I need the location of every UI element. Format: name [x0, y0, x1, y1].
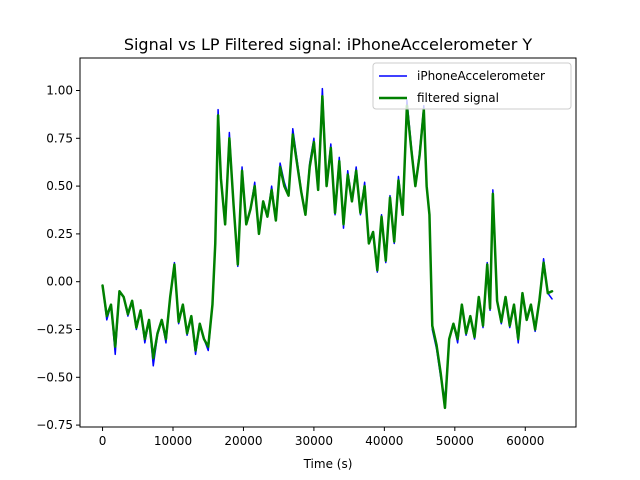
y-tick-label: 0.25 [46, 227, 73, 241]
axes-frame [79, 57, 577, 428]
legend: iPhoneAccelerometer filtered signal [372, 62, 572, 110]
y-tick-label: 0.00 [46, 275, 73, 289]
y-tick-label: 1.00 [46, 84, 73, 98]
y-tick-label: −0.25 [36, 322, 73, 336]
x-tick-label: 10000 [154, 434, 192, 448]
y-tick-label: 0.75 [46, 131, 73, 145]
x-tick-label: 60000 [506, 434, 544, 448]
x-tick-label: 0 [99, 434, 107, 448]
x-axis-label: Time (s) [303, 457, 353, 471]
series-line-1 [101, 94, 554, 410]
y-tick-label: −0.50 [36, 370, 73, 384]
chart-title: Signal vs LP Filtered signal: iPhoneAcce… [124, 35, 533, 54]
y-tick-label: 0.50 [46, 179, 73, 193]
x-tick-label: 50000 [436, 434, 474, 448]
plot-area [101, 87, 554, 410]
y-tick-label: −0.75 [36, 418, 73, 432]
legend-label: filtered signal [417, 91, 499, 105]
x-tick-label: 20000 [224, 434, 262, 448]
legend-label: iPhoneAccelerometer [417, 69, 545, 83]
x-tick-label: 30000 [295, 434, 333, 448]
x-axis: 0 10000 20000 30000 40000 50000 60000 [99, 427, 544, 448]
legend-box [372, 62, 572, 110]
x-tick-label: 40000 [365, 434, 403, 448]
y-axis: −0.75 −0.50 −0.25 0.00 0.25 0.50 0.75 1.00 [36, 84, 80, 432]
